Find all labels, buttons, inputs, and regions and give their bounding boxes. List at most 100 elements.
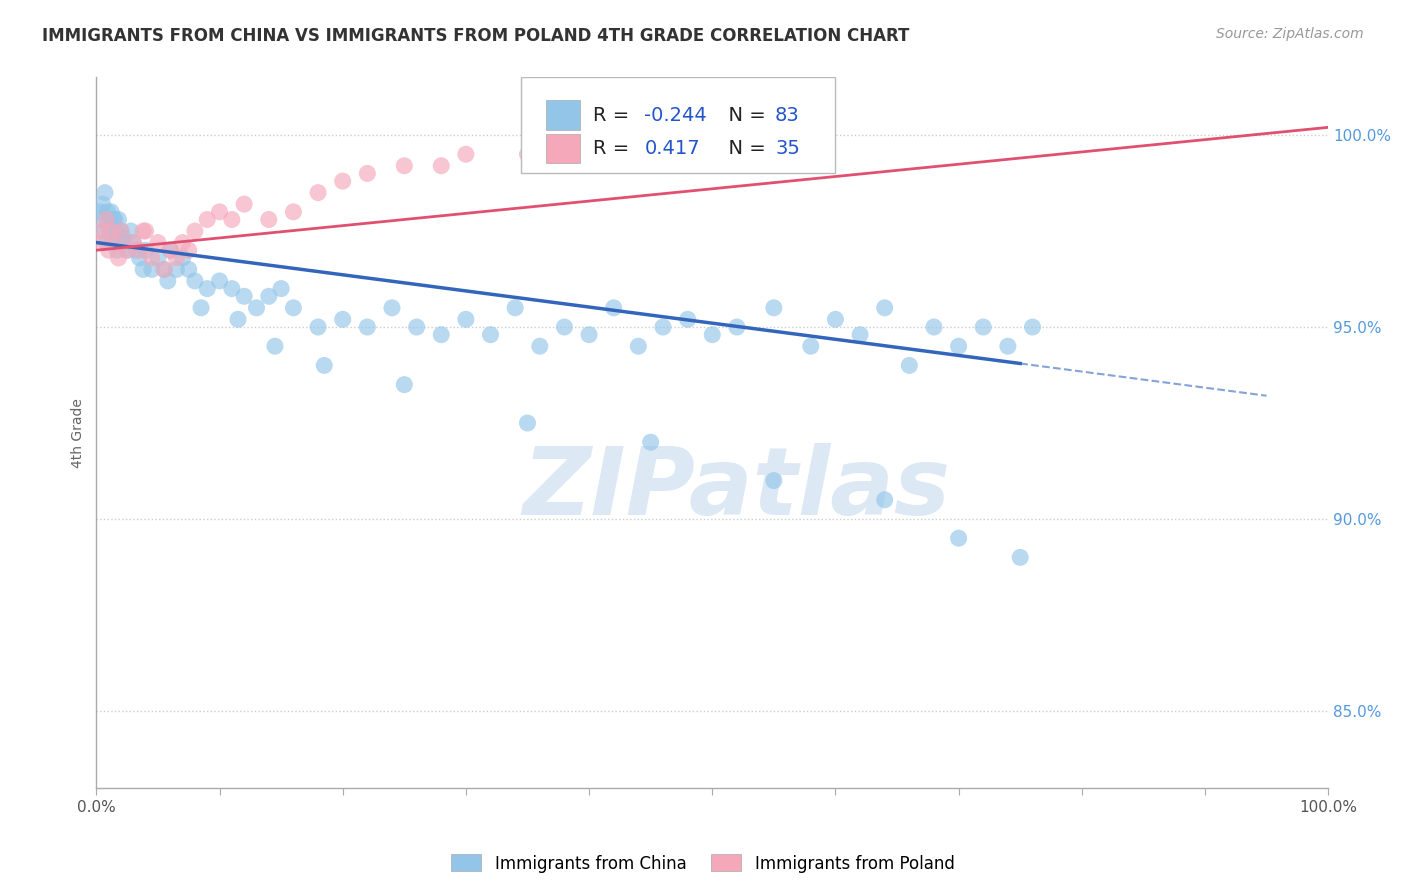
- Text: R =: R =: [593, 105, 636, 125]
- Point: [128, 251, 150, 265]
- Point: [898, 359, 921, 373]
- Point: [1010, 550, 1032, 565]
- FancyBboxPatch shape: [546, 100, 581, 130]
- Point: [233, 197, 256, 211]
- Point: [91, 235, 114, 250]
- Point: [93, 224, 115, 238]
- Point: [165, 251, 187, 265]
- Point: [153, 262, 176, 277]
- Point: [676, 312, 699, 326]
- Point: [454, 147, 477, 161]
- Point: [257, 212, 280, 227]
- Point: [97, 212, 120, 227]
- Point: [141, 251, 163, 265]
- Point: [110, 224, 132, 238]
- Point: [997, 339, 1019, 353]
- Point: [177, 244, 200, 258]
- Point: [381, 301, 404, 315]
- Point: [332, 174, 354, 188]
- Point: [98, 224, 121, 238]
- Point: [104, 212, 127, 227]
- Point: [503, 301, 526, 315]
- Text: N =: N =: [716, 139, 772, 158]
- Point: [356, 320, 378, 334]
- Point: [922, 320, 945, 334]
- Text: 35: 35: [775, 139, 800, 158]
- Point: [115, 244, 138, 258]
- Point: [725, 320, 748, 334]
- Point: [156, 274, 179, 288]
- Point: [283, 204, 305, 219]
- FancyBboxPatch shape: [546, 134, 581, 163]
- Point: [394, 159, 416, 173]
- Point: [100, 224, 122, 238]
- Point: [107, 212, 129, 227]
- Point: [90, 212, 112, 227]
- Point: [405, 320, 427, 334]
- Text: R =: R =: [593, 139, 641, 158]
- Point: [135, 244, 157, 258]
- Point: [578, 136, 600, 150]
- Point: [627, 339, 650, 353]
- Point: [103, 212, 125, 227]
- Point: [454, 312, 477, 326]
- Point: [264, 339, 287, 353]
- Point: [96, 204, 118, 219]
- Point: [257, 289, 280, 303]
- Point: [873, 492, 896, 507]
- Point: [972, 320, 994, 334]
- Point: [96, 212, 118, 227]
- Point: [283, 301, 305, 315]
- Point: [762, 301, 785, 315]
- Point: [153, 262, 176, 277]
- Point: [245, 301, 267, 315]
- Point: [762, 474, 785, 488]
- Text: 83: 83: [775, 105, 800, 125]
- Point: [516, 147, 538, 161]
- Point: [105, 224, 128, 238]
- Text: -0.244: -0.244: [644, 105, 707, 125]
- Point: [97, 244, 120, 258]
- Point: [553, 320, 575, 334]
- Point: [165, 262, 187, 277]
- Point: [135, 224, 157, 238]
- Point: [849, 327, 872, 342]
- Point: [948, 339, 970, 353]
- Point: [314, 359, 336, 373]
- Point: [125, 244, 148, 258]
- Point: [89, 224, 111, 238]
- Text: N =: N =: [716, 105, 772, 125]
- Text: Source: ZipAtlas.com: Source: ZipAtlas.com: [1216, 27, 1364, 41]
- Point: [107, 251, 129, 265]
- Point: [110, 224, 132, 238]
- Point: [602, 301, 624, 315]
- Point: [356, 166, 378, 180]
- Point: [529, 339, 551, 353]
- Point: [184, 224, 207, 238]
- Point: [115, 244, 138, 258]
- Point: [948, 531, 970, 545]
- Point: [128, 244, 150, 258]
- Point: [120, 224, 142, 238]
- Point: [221, 212, 243, 227]
- Point: [233, 289, 256, 303]
- Text: ZIPatlas: ZIPatlas: [523, 443, 950, 535]
- Point: [824, 312, 846, 326]
- Point: [208, 274, 231, 288]
- Point: [94, 186, 117, 200]
- Point: [307, 186, 329, 200]
- Point: [270, 282, 292, 296]
- Point: [122, 235, 145, 250]
- Point: [122, 235, 145, 250]
- Point: [702, 327, 724, 342]
- Point: [479, 327, 502, 342]
- Point: [159, 244, 181, 258]
- Point: [430, 159, 453, 173]
- Point: [172, 235, 194, 250]
- Point: [96, 235, 118, 250]
- Point: [578, 327, 600, 342]
- Text: 0.417: 0.417: [644, 139, 700, 158]
- Point: [159, 244, 181, 258]
- Point: [146, 235, 169, 250]
- Point: [184, 274, 207, 288]
